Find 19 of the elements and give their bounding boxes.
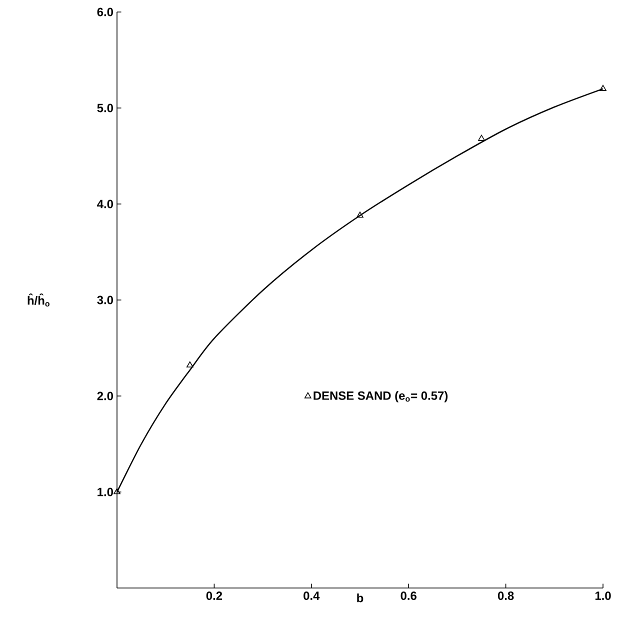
y-tick-label: 6.0 bbox=[97, 8, 113, 16]
x-tick-label: 0.4 bbox=[304, 592, 320, 600]
y-tick-label: 5.0 bbox=[97, 104, 113, 112]
y-tick-label: 2.0 bbox=[97, 392, 113, 400]
x-axis-title: b bbox=[357, 594, 364, 602]
point bbox=[478, 134, 485, 141]
x-tick-label: 0.2 bbox=[206, 592, 222, 600]
y-axis-title: ĥ/ĥ$_{o}$ bbox=[28, 293, 50, 307]
y-tick-label: 4.0 bbox=[97, 200, 113, 208]
point bbox=[186, 361, 194, 368]
point bbox=[600, 84, 606, 91]
x-tick-label: 0.8 bbox=[498, 592, 514, 600]
point bbox=[114, 488, 120, 494]
point bbox=[356, 212, 364, 218]
y-tick-label: 3.0 bbox=[97, 296, 113, 304]
y-tick-label: 1.0 bbox=[98, 488, 113, 496]
x-tick-label: 0.6 bbox=[400, 592, 416, 600]
x-tick-label: 1.0 bbox=[595, 592, 611, 600]
legend-label: DENSE SAND (e$_{o}$= 0.57) bbox=[314, 391, 448, 402]
